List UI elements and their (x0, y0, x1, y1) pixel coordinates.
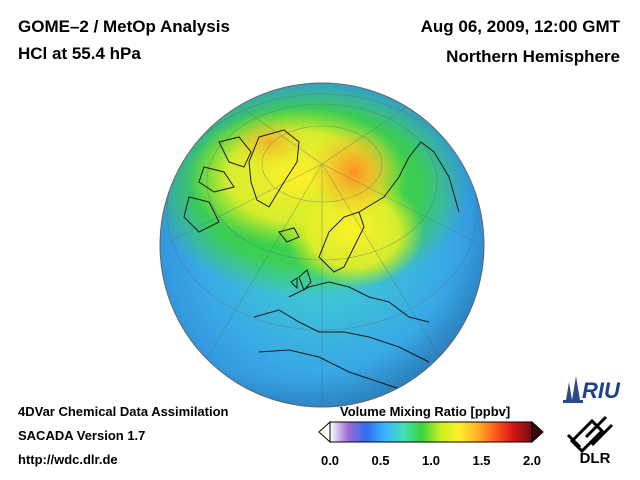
globe-outline (159, 82, 485, 408)
colorbar-tick-label: 0.5 (371, 453, 390, 468)
colorbar-tick-label: 2.0 (522, 453, 542, 468)
region-label: Northern Hemisphere (446, 47, 620, 66)
colorbar-tick-label: 1.0 (421, 453, 441, 468)
colorbar-tick-label: 0.0 (320, 453, 340, 468)
version-label: SACADA Version 1.7 (18, 428, 146, 443)
colorbar-arrow-low (318, 420, 331, 444)
method-label: 4DVar Chemical Data Assimilation (18, 404, 229, 419)
colorbar-tick-label: 1.5 (472, 453, 491, 468)
dlr-logo: DLR (566, 415, 614, 467)
colorbar-title: Volume Mixing Ratio [ppbv] (340, 404, 511, 419)
map-title: GOME–2 / MetOp Analysis (18, 17, 230, 36)
species-label: HCl at 55.4 hPa (18, 44, 141, 63)
colorbar-gradient (329, 421, 533, 443)
globe-map (159, 82, 485, 408)
colorbar-arrow-high (531, 420, 544, 444)
datetime-label: Aug 06, 2009, 12:00 GMT (420, 17, 620, 36)
globe-shading (160, 83, 484, 407)
url-link[interactable]: http://wdc.dlr.de (18, 452, 118, 467)
riu-logo: RIU (563, 376, 621, 403)
colorbar (318, 420, 544, 444)
svg-text:RIU: RIU (582, 378, 621, 403)
svg-text:DLR: DLR (580, 450, 611, 467)
